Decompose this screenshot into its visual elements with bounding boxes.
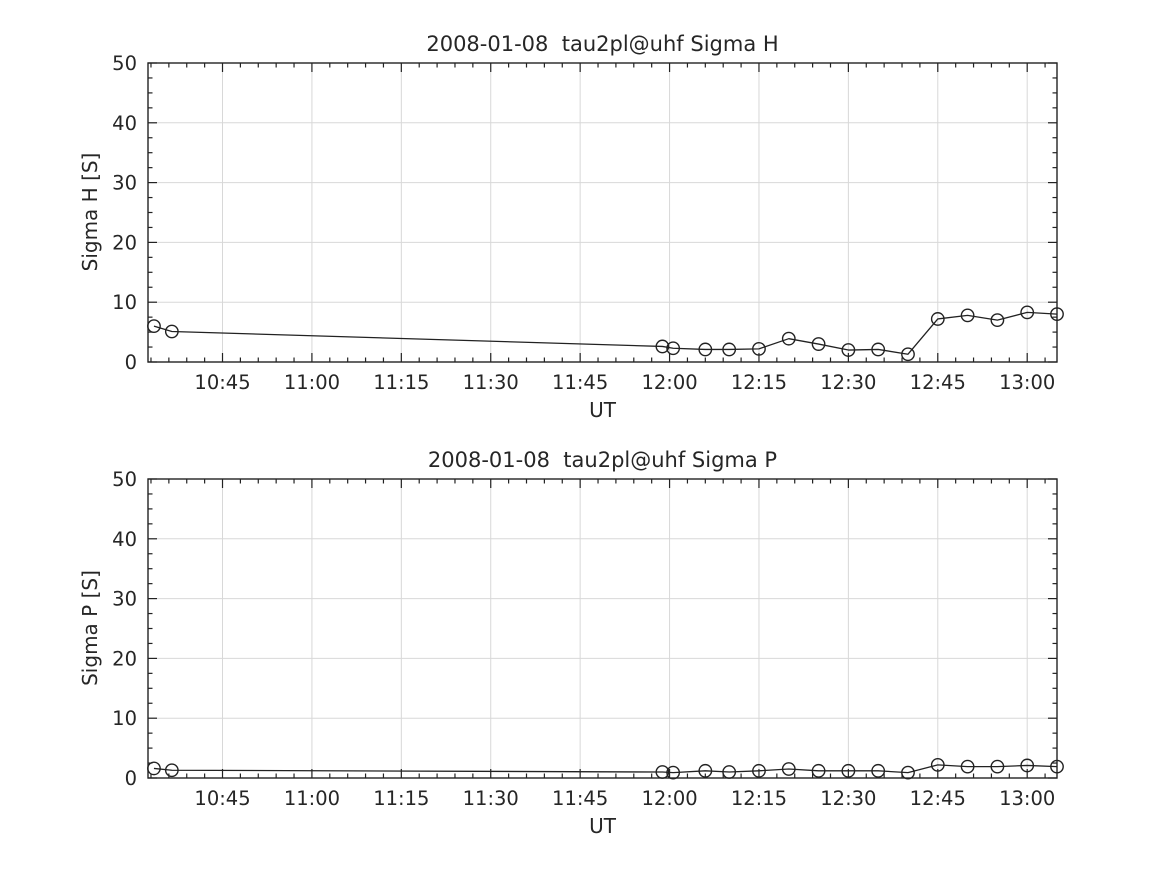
y-tick-label: 50 [112,52,137,75]
data-point-marker [811,337,826,351]
x-tick-label: 11:30 [463,787,519,810]
y-tick-label: 0 [125,767,137,790]
data-point-marker [1050,307,1064,322]
data-point-marker [655,339,670,354]
data-point-marker [781,762,796,776]
data-point-marker [901,765,915,780]
data-point-marker [666,341,681,356]
y-tick-label: 10 [112,707,137,730]
data-point-marker [752,341,766,356]
y-tick-label: 50 [112,468,137,491]
x-axis-label-sigma-h: UT [589,398,616,422]
data-point-marker [960,308,975,323]
data-point-marker [871,763,886,778]
data-point-marker [930,312,945,326]
data-point-marker [1020,305,1035,320]
axes-frame [147,478,1058,779]
data-point-marker [164,324,179,339]
x-tick-label: 10:45 [194,371,250,394]
data-point-marker [698,763,713,778]
x-tick-label: 10:45 [194,787,250,810]
data-point-marker [930,757,945,772]
y-tick-label: 20 [112,231,137,254]
data-point-marker [841,763,856,778]
y-tick-label: 40 [112,528,137,551]
x-tick-label: 11:00 [284,787,340,810]
x-tick-label: 11:45 [552,371,608,394]
data-point-marker [901,347,915,362]
x-tick-label: 11:15 [373,371,429,394]
data-point-marker [811,763,826,778]
data-point-marker [655,765,670,779]
x-tick-label: 12:45 [910,787,966,810]
y-tick-label: 40 [112,112,137,135]
data-point-marker [147,319,161,334]
x-tick-label: 12:30 [820,787,876,810]
plot-title-sigma-h: 2008-01-08 tau2pl@uhf Sigma H [426,32,779,56]
y-tick-label: 30 [112,172,137,195]
x-tick-label: 11:00 [284,371,340,394]
data-line [153,764,1058,774]
x-tick-label: 12:00 [641,371,697,394]
x-tick-label: 13:00 [999,787,1055,810]
x-tick-label: 12:15 [731,787,787,810]
data-point-marker [871,342,886,357]
y-tick-label: 20 [112,647,137,670]
x-tick-label: 11:45 [552,787,608,810]
data-point-marker [841,343,856,357]
data-point-marker [147,761,161,776]
x-axis-label-sigma-p: UT [589,814,616,838]
x-tick-label: 12:45 [910,371,966,394]
y-tick-label: 0 [125,351,137,374]
x-tick-label: 11:30 [463,371,519,394]
y-tick-label: 10 [112,291,137,314]
data-point-marker [752,763,766,778]
x-tick-label: 13:00 [999,371,1055,394]
data-point-marker [990,313,1005,328]
data-point-marker [1050,759,1064,774]
y-axis-label-sigma-p: Sigma P [S] [78,570,102,686]
y-axis-label-sigma-h: Sigma H [S] [78,152,102,272]
data-point-marker [164,763,179,778]
data-point-marker [1020,758,1035,773]
data-point-marker [960,759,975,774]
data-line [153,311,1058,355]
data-point-marker [722,342,737,357]
data-point-marker [722,765,737,779]
plot-title-sigma-p: 2008-01-08 tau2pl@uhf Sigma P [427,448,778,472]
x-tick-label: 12:15 [731,371,787,394]
x-tick-label: 12:30 [820,371,876,394]
data-point-marker [666,765,681,780]
data-point-marker [698,342,713,357]
x-tick-label: 11:15 [373,787,429,810]
data-point-marker [990,759,1005,774]
data-point-marker [781,331,796,346]
y-tick-label: 30 [112,588,137,611]
x-tick-label: 12:00 [641,787,697,810]
